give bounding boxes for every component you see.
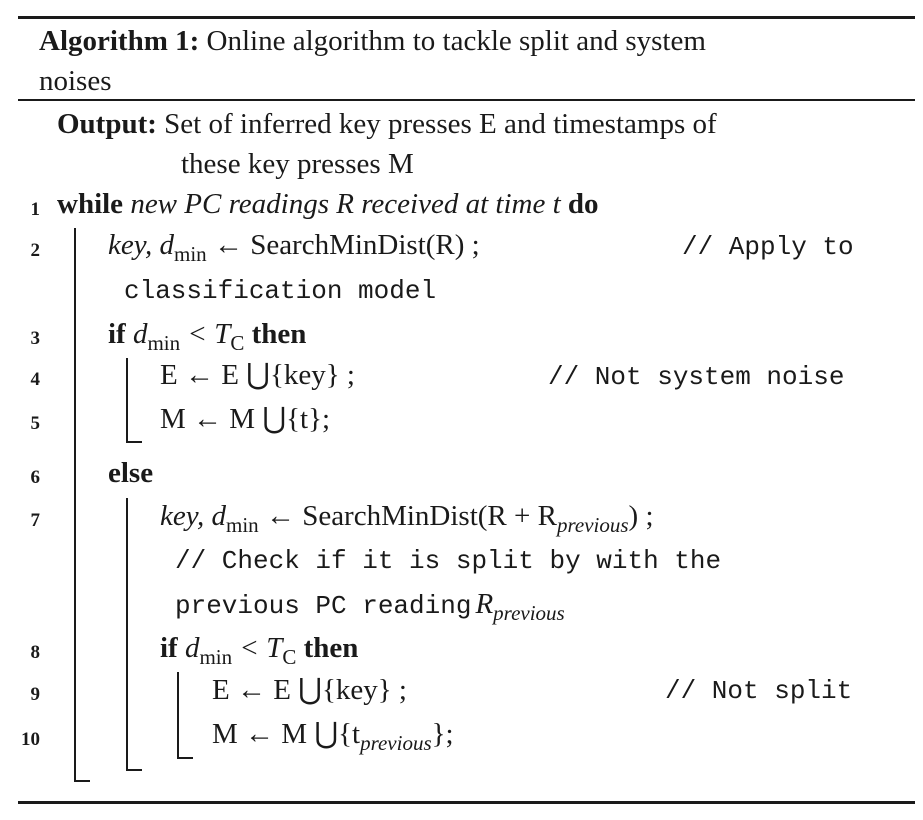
line-number: 4 [30, 369, 41, 390]
line-number: 5 [30, 413, 41, 434]
line-7-comment-cont: previous PC reading Rprevious [175, 588, 565, 626]
line-10-statement: M ← M ⋃{tprevious}; [212, 718, 454, 755]
algorithm-caption: Algorithm 1: Online algorithm to tackle … [39, 27, 706, 56]
caption-label: Algorithm 1: [39, 25, 200, 57]
line-8-if: if dmin < TC then [160, 632, 359, 669]
line-5-statement: M ← M ⋃{t}; [160, 403, 331, 435]
line-2-statement: key, dmin ← SearchMinDist(R) ; [108, 229, 480, 266]
line-2-comment: // Apply to [682, 232, 854, 262]
else-block-line [126, 498, 128, 770]
line-7-statement: key, dmin ← SearchMinDist(R + Rprevious)… [160, 500, 654, 537]
line-2-comment-cont: classification model [124, 276, 437, 306]
caption-title-line1: Online algorithm to tackle split and sys… [206, 25, 706, 57]
inner-if-block-end [177, 757, 193, 759]
output-line2: these key presses M [181, 148, 414, 180]
while-block-end [74, 780, 90, 782]
line-number: 10 [21, 729, 40, 750]
output-text-line1: Set of inferred key presses E and timest… [164, 108, 717, 140]
bottom-rule [18, 801, 915, 804]
if-block-end [126, 441, 142, 443]
line-4-statement: E ← E ⋃{key} ; [160, 359, 355, 391]
output-line1: Output: Set of inferred key presses E an… [57, 110, 717, 139]
line-number: 1 [30, 199, 41, 220]
line-number: 3 [30, 328, 41, 349]
caption-rule [18, 99, 915, 101]
line-1-while: while new PC readings R received at time… [57, 188, 599, 220]
if-block-line [126, 358, 128, 442]
output-label: Output: [57, 108, 157, 140]
line-number: 6 [30, 467, 41, 488]
while-block-line [74, 228, 76, 781]
line-number: 2 [30, 240, 41, 261]
line-9-statement: E ← E ⋃{key} ; [212, 674, 407, 706]
line-6-else: else [108, 457, 154, 489]
line-number: 9 [30, 684, 41, 705]
line-9-comment: // Not split [665, 676, 853, 706]
else-block-end [126, 769, 142, 771]
line-number: 8 [30, 642, 41, 663]
caption-title-line2: noises [39, 65, 112, 97]
inner-if-block-line [177, 672, 179, 758]
line-3-if: if dmin < TC then [108, 318, 307, 355]
line-4-comment: // Not system noise [548, 362, 845, 392]
top-rule [18, 16, 915, 19]
line-number: 7 [30, 510, 41, 531]
line-7-comment: // Check if it is split by with the [175, 546, 722, 576]
